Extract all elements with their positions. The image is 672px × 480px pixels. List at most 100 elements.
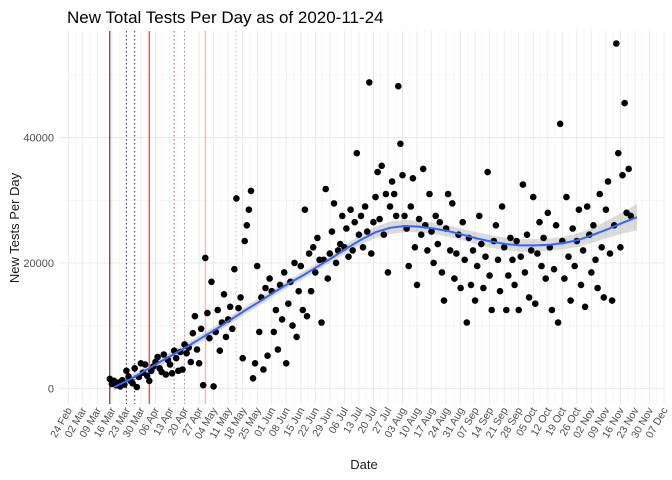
data-point	[264, 352, 271, 360]
data-point	[324, 275, 332, 282]
data-point	[247, 187, 255, 195]
data-point	[295, 287, 303, 295]
data-point	[542, 275, 549, 282]
data-point	[523, 231, 531, 238]
data-point	[461, 256, 469, 264]
data-point	[548, 306, 556, 314]
data-point	[507, 234, 514, 242]
data-point	[525, 294, 533, 301]
data-point	[424, 247, 431, 254]
data-point	[322, 185, 330, 193]
data-point	[440, 297, 448, 304]
data-point	[226, 303, 234, 311]
data-point	[166, 361, 174, 368]
data-point	[376, 215, 383, 223]
data-point	[370, 218, 377, 226]
data-point	[478, 240, 485, 248]
data-point	[567, 297, 574, 304]
data-point	[621, 99, 628, 107]
data-point	[519, 181, 527, 188]
y-axis-title: New Tests Per Day	[7, 172, 22, 283]
data-point	[220, 291, 228, 298]
data-point	[594, 284, 601, 292]
data-point	[494, 256, 502, 264]
data-point	[488, 306, 496, 314]
data-point	[270, 328, 278, 336]
data-point	[378, 162, 386, 170]
data-point	[303, 312, 311, 320]
data-point	[380, 231, 388, 238]
y-axis-ticks: 0 20000 40000	[23, 133, 54, 396]
data-point	[453, 250, 460, 257]
data-point	[222, 333, 230, 341]
smooth-line-layer	[113, 216, 638, 389]
data-point	[536, 218, 543, 226]
data-point	[565, 253, 572, 260]
data-point	[143, 372, 151, 380]
data-point	[272, 306, 280, 314]
data-point	[554, 319, 562, 326]
x-axis-title: Date	[350, 457, 377, 472]
data-point	[500, 244, 508, 251]
data-point	[409, 175, 417, 182]
data-point	[608, 297, 616, 304]
data-point	[413, 281, 421, 289]
data-point	[193, 346, 201, 353]
data-point	[361, 203, 369, 210]
data-point	[604, 178, 612, 185]
data-point	[183, 349, 190, 357]
data-point	[419, 165, 427, 173]
data-point	[395, 82, 402, 90]
data-point	[202, 254, 209, 262]
data-point	[544, 209, 552, 217]
data-point	[343, 225, 350, 232]
data-point	[299, 306, 307, 314]
chart-title: New Total Tests Per Day as of 2020-11-24	[67, 8, 384, 27]
data-point	[540, 234, 547, 242]
data-point	[253, 262, 261, 270]
data-point	[187, 358, 195, 366]
data-point	[146, 377, 153, 385]
data-point	[467, 281, 475, 289]
data-point	[162, 371, 170, 378]
data-point	[297, 262, 305, 270]
data-point	[251, 360, 259, 367]
data-point	[438, 269, 446, 276]
data-point	[569, 225, 576, 232]
data-point	[550, 265, 558, 273]
data-point	[208, 278, 215, 286]
data-point	[229, 325, 236, 333]
data-point	[233, 195, 240, 202]
data-point	[289, 322, 296, 329]
data-point	[627, 212, 635, 220]
data-point	[392, 212, 400, 220]
data-point	[235, 304, 242, 312]
data-point	[600, 294, 608, 301]
data-point	[255, 328, 263, 336]
data-point	[397, 140, 404, 148]
data-point	[349, 247, 357, 254]
data-point	[511, 281, 518, 289]
data-point	[339, 212, 346, 220]
data-point	[457, 284, 464, 292]
data-point	[123, 367, 130, 375]
data-point	[415, 215, 423, 223]
data-point	[260, 366, 267, 373]
y-tick-label: 0	[48, 383, 54, 395]
data-point	[575, 206, 583, 213]
data-point	[563, 193, 570, 201]
data-point	[434, 240, 442, 248]
data-point	[172, 354, 180, 362]
data-point	[345, 253, 352, 260]
data-point	[446, 247, 454, 254]
data-point	[583, 203, 591, 210]
data-point	[382, 190, 390, 198]
data-point	[451, 275, 458, 282]
data-point	[204, 309, 211, 317]
data-point	[363, 228, 371, 235]
data-point	[231, 265, 238, 273]
data-point	[527, 247, 535, 254]
data-point	[366, 79, 373, 86]
